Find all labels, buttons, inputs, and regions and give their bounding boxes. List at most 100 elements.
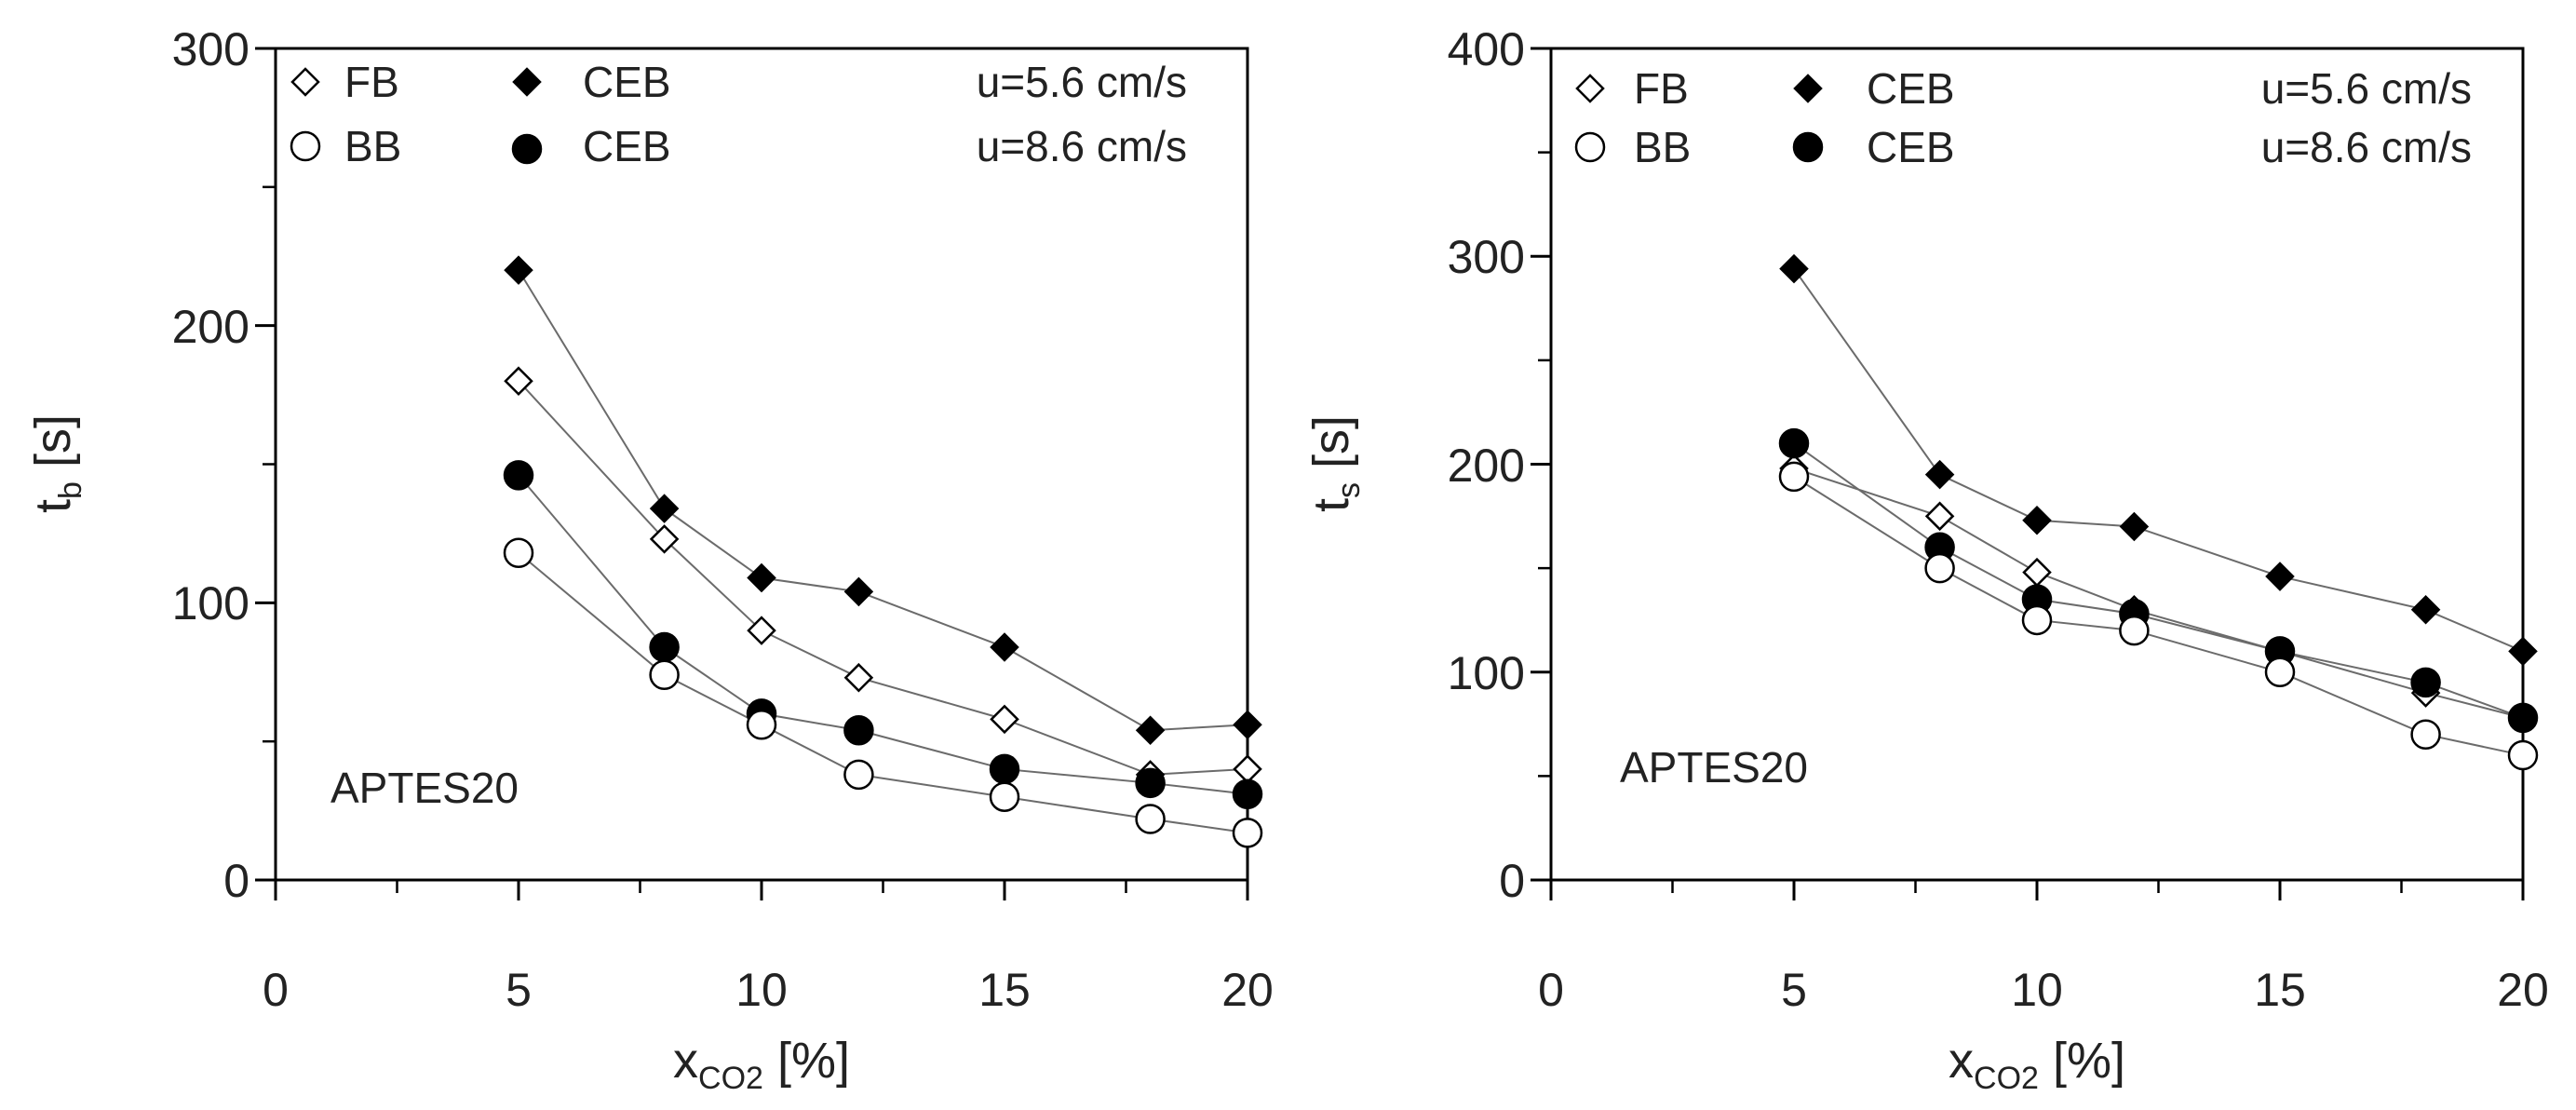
y-axis-label-unit: [s] (1303, 415, 1359, 482)
legend-marker-fb (1575, 74, 1605, 103)
legend-label-fb: FB (344, 58, 399, 106)
data-point-series-2 (989, 753, 1020, 785)
annotation-label-left: APTES20 (330, 764, 519, 812)
legend-label-velocity-1: u=5.6 cm/s (977, 58, 1187, 106)
data-point-series-0 (2022, 506, 2052, 535)
x-axis-label-main: x (1949, 1033, 1974, 1089)
y-tick-label: 400 (1448, 23, 1525, 75)
data-point-series-1 (649, 524, 680, 554)
series-line-1 (518, 380, 1248, 776)
data-point-series-0 (2119, 511, 2150, 542)
x-axis-label-main: x (673, 1033, 698, 1089)
series-layer-right (1778, 253, 2539, 771)
legend-label-ceb-2: CEB (583, 122, 671, 170)
data-point-series-3 (2021, 604, 2053, 636)
y-axis-label-sub: s (1331, 482, 1367, 498)
legend-label-bb: BB (1634, 123, 1691, 171)
data-point-series-3 (746, 710, 777, 740)
data-point-series-0 (649, 494, 680, 523)
x-tick-label: 10 (735, 964, 788, 1016)
y-axis-label-right: ts [s] (1303, 415, 1367, 512)
x-tick-label: 0 (1538, 964, 1564, 1016)
data-point-series-0 (747, 562, 776, 593)
legend-marker-ceb-1-shape (1793, 74, 1823, 103)
data-point-series-3 (2507, 739, 2539, 771)
legend-marker-bb (1574, 131, 1606, 163)
legend-left: FB CEB u=5.6 cm/s BB CEB u=8.6 cm/s (290, 58, 1187, 170)
legend-label-ceb-1: CEB (583, 58, 671, 106)
y-tick-label: 300 (1448, 231, 1525, 283)
data-point-series-1 (2022, 557, 2052, 588)
legend-marker-bb (290, 130, 321, 162)
legend-marker-ceb-1-shape (512, 67, 542, 97)
x-axis-label-sub: CO2 (1974, 1061, 2039, 1096)
data-point-series-1 (1924, 501, 1955, 532)
data-point-series-3 (1924, 552, 1955, 584)
x-tick-label: 10 (2011, 964, 2063, 1016)
x-tick-label: 5 (1781, 964, 1807, 1016)
x-tick-labels-right: 0 5 10 15 20 (1538, 964, 2549, 1016)
data-point-series-3 (1778, 461, 1810, 493)
data-point-series-3 (1232, 818, 1263, 848)
data-point-series-2 (843, 715, 874, 746)
data-point-series-3 (1135, 804, 1166, 834)
data-point-series-1 (990, 704, 1019, 735)
data-point-series-1 (747, 616, 776, 645)
x-tick-label: 0 (263, 964, 289, 1016)
data-point-series-3 (2264, 657, 2296, 687)
series-line-0 (1793, 268, 2524, 653)
data-point-series-2 (1135, 767, 1166, 799)
x-tick-labels-left: 0 5 10 15 20 (263, 964, 1274, 1016)
legend-label-velocity-2: u=8.6 cm/s (2261, 123, 2472, 171)
x-tick-label: 15 (978, 964, 1031, 1016)
x-axis-label-unit: [%] (763, 1033, 850, 1089)
y-axis-label-main: t (25, 499, 81, 513)
y-tick-label: 300 (172, 23, 250, 75)
legend-marker-ceb-1 (512, 67, 542, 97)
x-tick-label: 20 (1221, 964, 1274, 1016)
legend-label-velocity-2: u=8.6 cm/s (977, 122, 1187, 170)
data-point-series-3 (989, 781, 1020, 812)
data-point-series-0 (990, 632, 1019, 662)
data-point-series-3 (503, 537, 534, 569)
y-tick-label: 100 (172, 577, 250, 629)
y-tick-label: 100 (1448, 647, 1525, 699)
data-point-series-1 (1233, 754, 1262, 784)
x-axis-label-right: xCO2 [%] (1949, 1033, 2125, 1096)
x-axis-label-unit: [%] (2039, 1033, 2125, 1089)
tick-marks-left (255, 47, 1249, 900)
y-axis-label-main: t (1303, 498, 1359, 512)
y-axis-label-sub: b (53, 481, 88, 499)
legend-marker-ceb-2-shape (511, 133, 543, 165)
x-axis-label-sub: CO2 (698, 1061, 763, 1096)
x-tick-label: 5 (506, 964, 532, 1016)
data-point-series-0 (1233, 710, 1262, 740)
data-point-series-3 (843, 759, 874, 791)
y-axis-label-left: tb [s] (25, 414, 88, 513)
data-point-series-2 (503, 460, 534, 491)
x-tick-label: 20 (2497, 964, 2549, 1016)
tick-marks-right (1531, 47, 2525, 900)
series-layer-left (503, 255, 1263, 848)
legend-marker-ceb-2 (511, 133, 543, 165)
panel-left-tb: 0 100 200 300 0 5 10 15 20 xCO2 [%] tb [… (25, 23, 1274, 1096)
legend-marker-ceb-2-shape (1792, 131, 1824, 163)
data-point-series-0 (2508, 636, 2538, 667)
data-point-series-1 (504, 366, 533, 396)
x-tick-label: 15 (2254, 964, 2306, 1016)
data-point-series-0 (1135, 715, 1166, 746)
data-point-series-2 (2507, 702, 2539, 734)
x-axis-label-left: xCO2 [%] (673, 1033, 850, 1096)
data-point-series-0 (2265, 562, 2295, 591)
data-point-series-2 (1232, 778, 1263, 809)
legend-marker-fb-shape (290, 67, 320, 97)
data-point-series-3 (649, 659, 680, 690)
series-line-2 (518, 474, 1248, 795)
legend-label-bb: BB (344, 122, 401, 170)
panel-right-ts: 0 100 200 300 400 0 5 10 15 20 xCO2 [%] … (1303, 23, 2549, 1096)
y-tick-labels-left: 0 100 200 300 (172, 23, 250, 907)
legend-marker-bb-shape (290, 130, 321, 162)
legend-marker-bb-shape (1574, 131, 1606, 163)
legend-marker-fb (290, 67, 320, 97)
